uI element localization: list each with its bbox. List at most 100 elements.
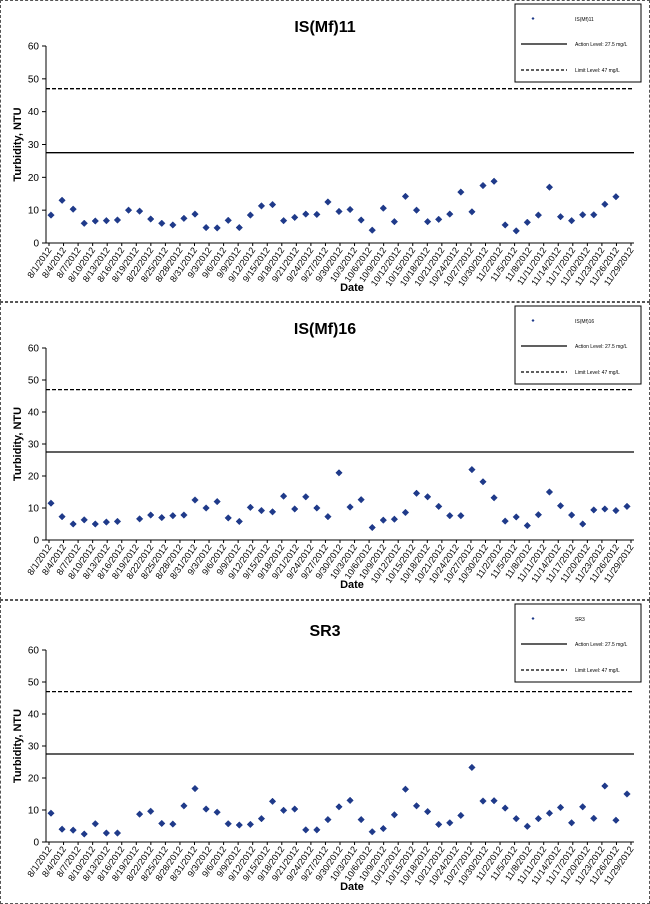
data-point xyxy=(423,807,432,816)
data-point xyxy=(501,804,509,812)
data-point xyxy=(601,505,609,513)
data-point xyxy=(346,796,354,805)
x-axis-label: Date xyxy=(340,881,364,893)
data-point xyxy=(468,763,476,772)
data-point xyxy=(80,830,88,838)
chart-title: IS(Mf)11 xyxy=(294,19,355,36)
y-tick-label: 10 xyxy=(28,504,40,515)
data-point xyxy=(390,515,399,523)
data-point xyxy=(446,512,454,520)
data-point xyxy=(446,819,454,827)
data-point xyxy=(601,200,609,208)
data-point xyxy=(268,508,277,516)
data-point xyxy=(169,512,177,520)
data-point xyxy=(545,809,554,817)
data-point xyxy=(368,226,376,234)
chart-panel-ismf11: IS(Mf)11 0 10 20 30 40 50 60 Turbidity, NTU 8/1/2… xyxy=(0,0,650,302)
data-point xyxy=(135,810,144,818)
data-point xyxy=(202,504,210,512)
data-point xyxy=(468,465,476,474)
legend-label: IS(Mf)16 xyxy=(575,319,594,325)
data-point xyxy=(368,828,376,836)
data-point xyxy=(335,207,343,216)
data-point xyxy=(612,506,620,515)
data-point xyxy=(69,520,77,528)
data-point xyxy=(135,515,144,523)
data-point xyxy=(213,808,221,816)
data-point xyxy=(224,514,232,522)
y-tick-label: 40 xyxy=(28,710,40,721)
data-point xyxy=(401,192,410,201)
data-point xyxy=(412,802,421,810)
legend-label: Limit Level: 47 mg/L xyxy=(575,370,620,376)
data-point xyxy=(534,511,543,519)
x-axis-label: Date xyxy=(340,579,364,591)
data-point xyxy=(523,521,531,530)
data-point xyxy=(191,496,199,504)
data-point xyxy=(302,493,310,501)
data-point xyxy=(501,517,509,525)
data-point xyxy=(601,782,609,790)
data-point xyxy=(512,513,520,521)
legend-marker xyxy=(531,617,535,620)
data-point xyxy=(435,820,443,829)
data-point xyxy=(556,502,565,510)
data-point xyxy=(47,499,55,507)
data-point xyxy=(235,821,243,829)
data-point xyxy=(368,523,376,532)
legend: SR3 Action Level: 27.5 mg/L Limit Level: 4… xyxy=(514,603,642,683)
y-axis-label: Turbidity, NTU xyxy=(12,407,24,481)
data-point xyxy=(357,216,365,224)
data-point xyxy=(80,516,88,524)
data-point xyxy=(80,219,88,227)
legend-label: IS(Mf)11 xyxy=(575,17,594,23)
y-tick-label: 20 xyxy=(28,774,40,785)
data-point xyxy=(490,797,498,805)
y-axis-label: Turbidity, NTU xyxy=(12,107,24,181)
data-point xyxy=(313,210,321,219)
data-point xyxy=(446,210,454,218)
chart-panel-ismf16: IS(Mf)16 0 10 20 30 40 50 60 Turbidity, NTU 8/1/2… xyxy=(0,302,650,600)
data-point xyxy=(545,488,554,496)
data-point xyxy=(113,517,122,526)
data-point xyxy=(379,824,387,833)
data-point xyxy=(224,820,232,828)
data-point xyxy=(147,807,155,815)
y-tick-label: 50 xyxy=(28,376,40,387)
data-point xyxy=(490,494,498,502)
data-point xyxy=(534,211,543,219)
data-point xyxy=(612,193,620,201)
data-point xyxy=(180,214,188,223)
data-point xyxy=(324,198,332,206)
legend-label: Limit Level: 47 mg/L xyxy=(575,68,620,74)
y-tick-label: 30 xyxy=(28,742,40,753)
data-point xyxy=(501,221,509,229)
data-point xyxy=(102,829,111,837)
data-point xyxy=(302,826,310,834)
y-tick-label: 60 xyxy=(28,646,40,657)
data-point xyxy=(324,815,332,824)
data-point xyxy=(556,213,565,221)
data-point xyxy=(379,516,387,524)
y-tick-label: 50 xyxy=(28,74,40,85)
legend-label: SR3 xyxy=(575,617,585,623)
data-point xyxy=(523,822,531,830)
data-point xyxy=(401,785,410,793)
data-point xyxy=(379,204,387,212)
data-point xyxy=(235,517,243,526)
data-point xyxy=(257,506,266,515)
data-point xyxy=(147,215,155,223)
legend-label: Action Level: 27.5 mg/L xyxy=(575,42,627,48)
data-point xyxy=(579,803,587,811)
data-point xyxy=(567,819,576,827)
data-point xyxy=(435,215,443,224)
data-point xyxy=(567,511,576,519)
y-tick-label: 60 xyxy=(28,344,40,355)
data-point xyxy=(191,210,199,218)
data-point xyxy=(69,205,77,213)
data-point xyxy=(468,208,476,216)
data-point xyxy=(390,811,399,819)
data-point xyxy=(357,496,365,504)
